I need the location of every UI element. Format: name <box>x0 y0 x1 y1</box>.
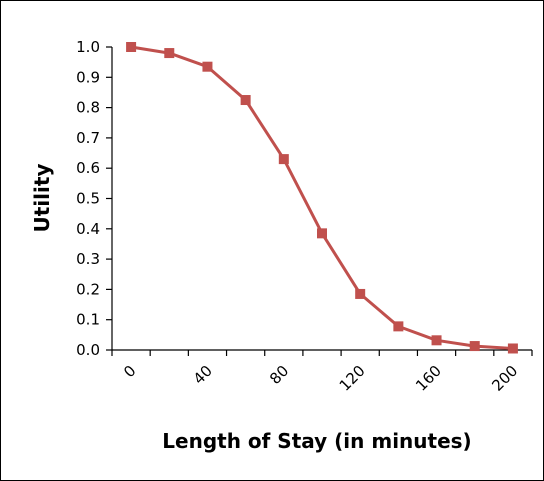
series-layer <box>126 42 518 354</box>
data-point <box>202 61 213 72</box>
y-tick-label: 1.0 <box>76 38 100 56</box>
y-tick-label: 0.1 <box>76 311 100 329</box>
y-axis-title: Utility <box>30 164 54 233</box>
x-axis-title: Length of Stay (in minutes) <box>162 429 471 453</box>
data-point <box>164 48 175 59</box>
y-tick-label: 0.7 <box>76 129 100 147</box>
y-axis-ticks: 0.0 0.1 0.2 0.3 0.4 0.5 0.6 0.7 0.8 0.9 1.0 <box>76 38 112 359</box>
data-point <box>355 288 366 299</box>
y-tick-label: 0.0 <box>76 341 100 359</box>
data-point <box>278 154 289 165</box>
y-tick-label: 0.3 <box>76 250 100 268</box>
y-tick-label: 0.4 <box>76 220 100 238</box>
data-point <box>240 95 251 106</box>
data-point <box>393 321 404 332</box>
data-point <box>431 335 442 346</box>
data-point <box>507 343 518 354</box>
y-tick-label: 0.8 <box>76 99 100 117</box>
y-tick-label: 0.9 <box>76 68 100 86</box>
y-tick-label: 0.6 <box>76 159 100 177</box>
data-point <box>469 341 480 352</box>
y-tick-label: 0.5 <box>76 190 100 208</box>
y-tick-label: 0.2 <box>76 280 100 298</box>
data-point <box>317 228 327 239</box>
data-point <box>126 42 137 52</box>
